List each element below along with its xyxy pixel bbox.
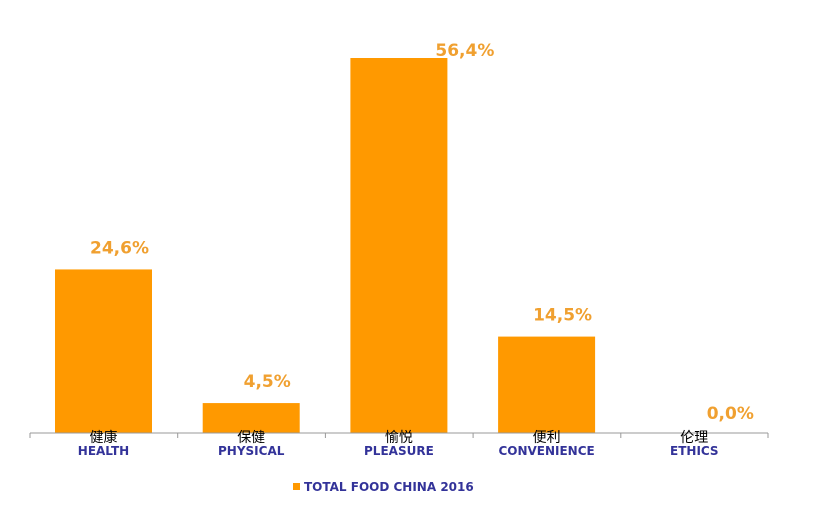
bar-physical xyxy=(202,403,300,433)
category-label-pleasure: PLEASURE xyxy=(364,444,434,458)
legend-label: TOTAL FOOD CHINA 2016 xyxy=(304,480,474,494)
category-label-zh-health: 健康 xyxy=(90,429,118,446)
legend-swatch xyxy=(293,483,300,490)
bars-group xyxy=(55,58,596,433)
value-label-health: 24,6% xyxy=(90,238,149,258)
category-label-zh-convenience: 便利 xyxy=(533,430,561,446)
bar-convenience xyxy=(498,336,596,433)
bar-pleasure xyxy=(350,58,448,433)
category-label-ethics: ETHICS xyxy=(670,444,719,458)
legend: TOTAL FOOD CHINA 2016 xyxy=(293,480,474,494)
category-label-zh-pleasure: 愉悦 xyxy=(385,430,413,446)
value-label-ethics: 0,0% xyxy=(707,404,754,424)
value-label-pleasure: 56,4% xyxy=(435,41,494,61)
category-label-zh-ethics: 伦理 xyxy=(680,430,708,446)
category-label-health: HEALTH xyxy=(78,444,129,458)
category-label-convenience: CONVENIENCE xyxy=(498,444,594,458)
category-label-physical: PHYSICAL xyxy=(218,444,285,458)
x-ticks-group xyxy=(29,433,769,438)
bar-health xyxy=(55,269,152,433)
value-label-convenience: 14,5% xyxy=(533,306,592,326)
value-label-physical: 4,5% xyxy=(244,372,291,392)
category-label-zh-physical: 保健 xyxy=(237,430,265,446)
